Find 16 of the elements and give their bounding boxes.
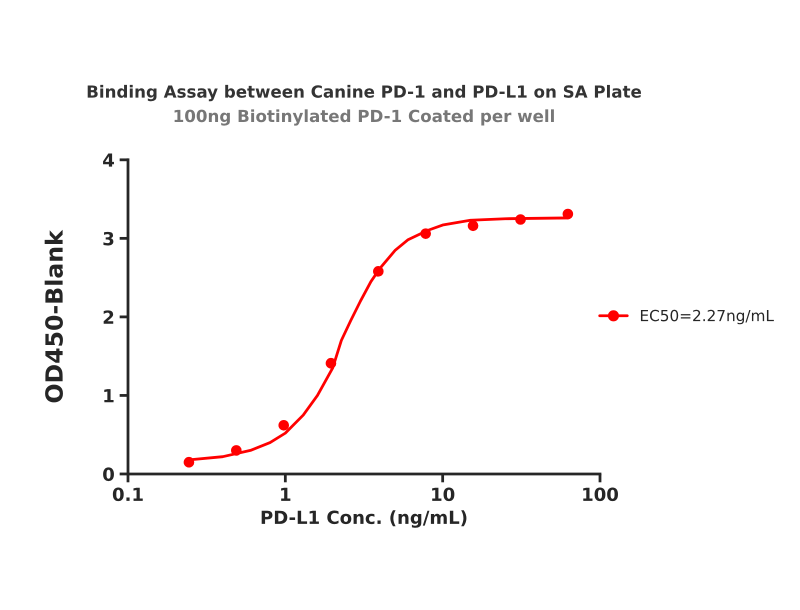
chart-subtitle: 100ng Biotinylated PD-1 Coated per well — [174, 109, 554, 126]
x-tick-label: 0.1 — [112, 487, 143, 502]
y-tick-label: 2 — [104, 310, 114, 324]
y-tick-label: 0 — [103, 467, 114, 482]
chart-title: Binding Assay between Canine PD-1 and PD-L1 on SA Plate — [88, 84, 642, 102]
x-axis-title: PD-L1 Conc. (ng/mL) — [262, 510, 466, 528]
y-tick-label: 3 — [103, 232, 114, 246]
x-tick-label: 100 — [583, 487, 618, 502]
y-tick-label: 4 — [103, 154, 114, 167]
legend-label: EC50=2.27ng/mL — [640, 310, 774, 324]
point — [468, 220, 478, 232]
y-axis-title: OD450-Blank — [44, 230, 63, 402]
y-tick-label: 1 — [104, 389, 114, 402]
x-tick-label: 1 — [281, 488, 290, 501]
point — [278, 420, 290, 431]
x-tick-label: 10 — [432, 487, 454, 502]
